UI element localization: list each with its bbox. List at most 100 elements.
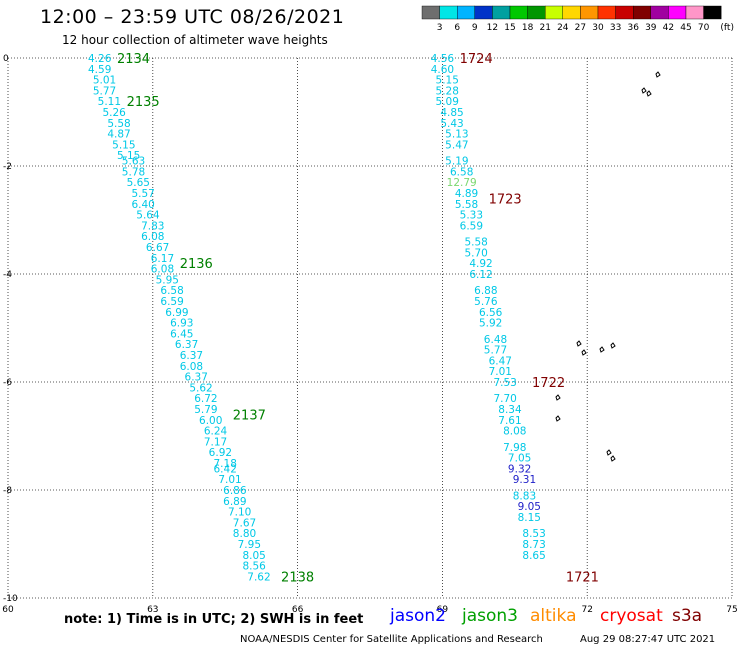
swh-point-label: 6.08	[180, 361, 203, 373]
y-tick-label: -8	[3, 486, 12, 496]
grid-lines	[7, 57, 733, 599]
swh-point-label: 5.92	[479, 318, 502, 330]
colorbar-swatch	[474, 5, 493, 20]
y-tick-label: -10	[3, 594, 18, 604]
colorbar-label: 12	[487, 23, 498, 33]
track-id-label: 1722	[532, 376, 565, 391]
swh-point-label: 6.99	[165, 307, 188, 319]
colorbar-swatch	[685, 5, 704, 20]
colorbar-swatch	[457, 5, 476, 20]
swh-point-label: 8.53	[522, 528, 545, 540]
colorbar-label: 36	[627, 23, 639, 33]
swh-point-label: 5.47	[445, 139, 468, 151]
swh-point-label: 5.62	[189, 382, 212, 394]
y-tick-label: -6	[3, 378, 12, 388]
coastline	[646, 90, 652, 97]
coastline	[610, 342, 616, 349]
swh-point-label: 6.58	[450, 166, 473, 178]
swh-point-label: 6.00	[199, 415, 222, 427]
coastline	[576, 340, 582, 347]
swh-point-label: 4.89	[455, 188, 478, 200]
footer-note: note: 1) Time is in UTC; 2) SWH is in fe…	[64, 612, 364, 627]
colorbar-label: 24	[557, 23, 569, 33]
swh-point-label: 6.24	[204, 426, 228, 438]
swh-point-label: 6.58	[160, 285, 183, 297]
x-tick-label: 60	[2, 605, 14, 615]
colorbar-swatch	[650, 5, 669, 20]
x-tick-label: 66	[292, 605, 304, 615]
swh-point-label: 7.01	[489, 366, 512, 378]
swh-point-label: 6.17	[151, 253, 174, 265]
coastline	[606, 449, 612, 456]
swh-point-label: 5.95	[156, 274, 179, 286]
swh-point-label: 5.77	[484, 345, 507, 357]
colorbar-swatch	[562, 5, 581, 20]
swh-point-label: 8.56	[242, 561, 266, 573]
chart-subtitle: 12 hour collection of altimeter wave hei…	[62, 33, 328, 47]
swh-point-label: 6.12	[469, 269, 492, 281]
swh-point-label: 5.70	[464, 247, 487, 259]
colorbar-label: 27	[575, 23, 586, 33]
track-id-label: 1724	[460, 52, 493, 67]
mission-jason3: jason3	[462, 606, 518, 626]
swh-point-label: 4.85	[440, 107, 463, 119]
swh-point-label: 4.87	[107, 129, 130, 141]
footer-timestamp: Aug 29 08:27:47 UTC 2021	[580, 634, 716, 645]
swh-point-label: 5.64	[136, 210, 160, 222]
coastline-fragments	[555, 71, 661, 462]
swh-point-label: 6.93	[170, 318, 193, 330]
colorbar-label: 42	[663, 23, 674, 33]
swh-point-label: 5.15	[117, 150, 140, 162]
colorbar-label: 21	[539, 23, 550, 33]
x-tick-label: 75	[726, 605, 737, 615]
swh-point-label: 4.56	[431, 53, 455, 65]
swh-point-label: 7.95	[238, 539, 261, 551]
swh-point-label: 6.89	[223, 496, 246, 508]
colorbar-label: 18	[522, 23, 534, 33]
x-tick-label: 69	[437, 605, 449, 615]
swh-point-label: 8.65	[522, 550, 545, 562]
swh-point-label: 5.63	[122, 156, 145, 168]
mission-jason2: jason2	[390, 606, 446, 626]
swh-point-label: 5.79	[194, 404, 217, 416]
swh-point-label: 7.17	[204, 436, 227, 448]
swh-point-label: 8.80	[233, 528, 256, 540]
colorbar-label: 15	[504, 23, 515, 33]
swh-point-label: 7.05	[508, 453, 531, 465]
swh-point-label: 8.08	[503, 426, 526, 438]
colorbar-label: 39	[645, 23, 657, 33]
y-tick-label: -2	[3, 162, 12, 172]
swh-point-label: 5.57	[131, 188, 154, 200]
y-tick-label: -4	[3, 270, 12, 280]
data-marks: 4.264.595.015.775.115.265.584.875.155.15…	[88, 52, 599, 585]
swh-point-label: 6.37	[175, 339, 198, 351]
swh-point-label: 5.76	[474, 296, 498, 308]
swh-point-label: 6.72	[194, 393, 217, 405]
colorbar-label: 33	[610, 23, 621, 33]
x-tick-label: 63	[147, 605, 158, 615]
swh-point-label: 6.47	[489, 355, 512, 367]
y-tick-label: 0	[3, 54, 9, 64]
swh-point-label: 6.59	[460, 220, 483, 232]
chart-title: 12:00 – 23:59 UTC 08/26/2021	[40, 6, 345, 28]
colorbar-swatch	[615, 5, 634, 20]
swh-point-label: 6.59	[160, 296, 183, 308]
coastline	[555, 415, 561, 422]
colorbar-swatch	[421, 5, 440, 20]
colorbar-swatch	[509, 5, 528, 20]
swh-point-label: 4.26	[88, 53, 112, 65]
swh-point-label: 6.86	[223, 485, 247, 497]
colorbar-swatch	[545, 5, 564, 20]
swh-point-label: 9.05	[518, 501, 541, 513]
colorbar-label: 6	[454, 23, 460, 33]
swh-point-label: 9.31	[513, 474, 536, 486]
coastline	[641, 87, 647, 94]
swh-point-label: 5.78	[122, 166, 145, 178]
swh-point-label: 6.88	[474, 285, 497, 297]
swh-point-label: 5.01	[93, 75, 116, 87]
swh-point-label: 8.73	[522, 539, 545, 551]
swh-point-label: 8.34	[498, 404, 522, 416]
colorbar-swatch	[580, 5, 599, 20]
swh-point-label: 4.60	[431, 64, 454, 76]
